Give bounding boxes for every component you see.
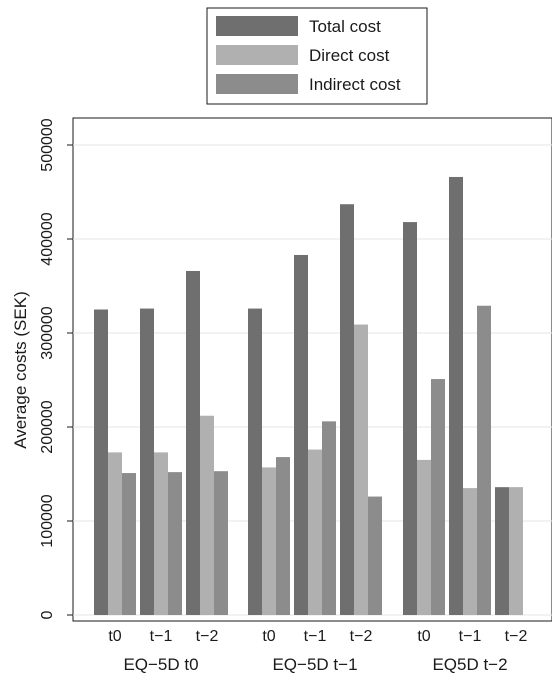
x-tick-label: t−2: [196, 628, 219, 645]
bar-total-cost: [403, 222, 417, 615]
bar-total-cost: [449, 176, 463, 615]
x-group-label: EQ5D t−2: [432, 655, 507, 674]
x-tick-label: t−1: [150, 628, 173, 645]
bar-indirect-cost: [322, 421, 336, 615]
bar-direct-cost: [509, 487, 523, 615]
bar-direct-cost: [308, 449, 322, 615]
legend-swatch: [216, 16, 298, 36]
x-group-label: EQ−5D t0: [123, 655, 198, 674]
bar-direct-cost: [108, 452, 122, 615]
bar-total-cost: [94, 309, 108, 615]
bar-indirect-cost: [431, 379, 445, 615]
bar-total-cost: [186, 270, 200, 615]
plot-area: [72, 117, 552, 622]
bar-direct-cost: [262, 467, 276, 615]
bar-total-cost: [294, 254, 308, 616]
y-tick-label: 200000: [39, 400, 56, 453]
bar-total-cost: [495, 487, 509, 615]
x-tick-label: t−1: [459, 628, 482, 645]
bar-total-cost: [340, 204, 354, 615]
y-axis: 0 100000 200000 300000 400000 500000: [39, 118, 73, 619]
bar-indirect-cost: [276, 457, 290, 615]
x-group-label: EQ−5D t−1: [272, 655, 357, 674]
bar-direct-cost: [417, 459, 431, 615]
bar-indirect-cost: [214, 471, 228, 615]
legend-label: Total cost: [309, 17, 381, 36]
y-tick-label: 300000: [39, 306, 56, 359]
bar-indirect-cost: [368, 496, 382, 615]
x-tick-label: t−2: [505, 628, 528, 645]
y-tick-label: 0: [39, 610, 56, 619]
bar-total-cost: [140, 308, 154, 615]
bar-direct-cost: [354, 324, 368, 615]
x-tick-label: t0: [417, 628, 430, 645]
bar-direct-cost: [463, 488, 477, 615]
y-axis-label: Average costs (SEK): [11, 291, 30, 448]
legend-label: Indirect cost: [309, 75, 401, 94]
legend-swatch: [216, 74, 298, 94]
y-tick-label: 100000: [39, 494, 56, 547]
bar-indirect-cost: [477, 305, 491, 615]
bar-indirect-cost: [122, 473, 136, 615]
y-tick-label: 400000: [39, 212, 56, 265]
x-tick-label: t−2: [350, 628, 373, 645]
y-tick-label: 500000: [39, 118, 56, 171]
x-tick-label: t0: [262, 628, 275, 645]
bar-total-cost: [248, 308, 262, 615]
x-tick-label: t−1: [304, 628, 327, 645]
x-tick-label: t0: [108, 628, 121, 645]
legend-label: Direct cost: [309, 46, 390, 65]
legend-swatch: [216, 45, 298, 65]
bar-direct-cost: [200, 415, 214, 615]
bar-direct-cost: [154, 452, 168, 615]
legend: Total cost Direct cost Indirect cost: [206, 7, 428, 105]
bar-indirect-cost: [168, 472, 182, 615]
